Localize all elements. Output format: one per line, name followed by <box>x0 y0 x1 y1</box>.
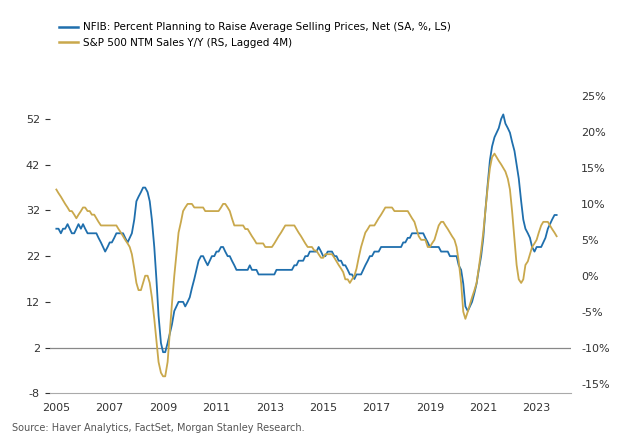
Text: Source: Haver Analytics, FactSet, Morgan Stanley Research.: Source: Haver Analytics, FactSet, Morgan… <box>12 423 305 433</box>
Legend: NFIB: Percent Planning to Raise Average Selling Prices, Net (SA, %, LS), S&P 500: NFIB: Percent Planning to Raise Average … <box>55 18 455 52</box>
